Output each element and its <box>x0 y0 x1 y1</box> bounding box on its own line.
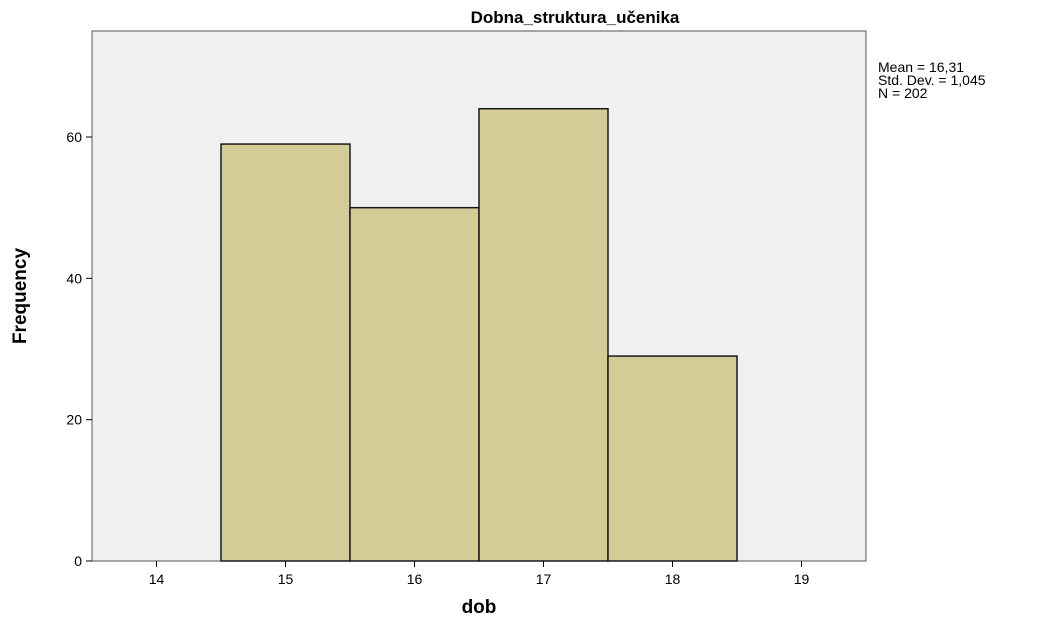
stat-std-dev: Std. Dev. = 1,045 <box>878 72 986 88</box>
bar-15 <box>220 143 351 562</box>
x-tick-label: 15 <box>278 571 294 587</box>
bar-16 <box>349 206 480 562</box>
bar-17 <box>478 107 609 562</box>
x-tick-label: 19 <box>794 571 810 587</box>
y-tick-label: 60 <box>66 129 82 145</box>
chart-title: Dobna_struktura_učenika <box>471 8 680 27</box>
x-tick-label: 17 <box>536 571 552 587</box>
y-tick-label: 20 <box>66 412 82 428</box>
y-tick-label: 40 <box>66 270 82 286</box>
x-axis: 14 15 16 17 18 19 <box>149 561 810 587</box>
bars-group <box>220 107 738 562</box>
y-tick-label: 0 <box>74 553 82 569</box>
x-axis-label: dob <box>462 597 497 618</box>
stat-mean: Mean = 16,31 <box>878 59 964 75</box>
x-tick-label: 14 <box>149 571 165 587</box>
x-tick-label: 16 <box>407 571 423 587</box>
stat-n: N = 202 <box>878 85 928 101</box>
y-axis-label: Frequency <box>10 248 31 345</box>
x-tick-label: 18 <box>665 571 681 587</box>
bar-18 <box>607 355 738 562</box>
y-axis: 0 20 40 60 <box>66 129 92 569</box>
summary-stats: Mean = 16,31 Std. Dev. = 1,045 N = 202 <box>878 59 986 101</box>
